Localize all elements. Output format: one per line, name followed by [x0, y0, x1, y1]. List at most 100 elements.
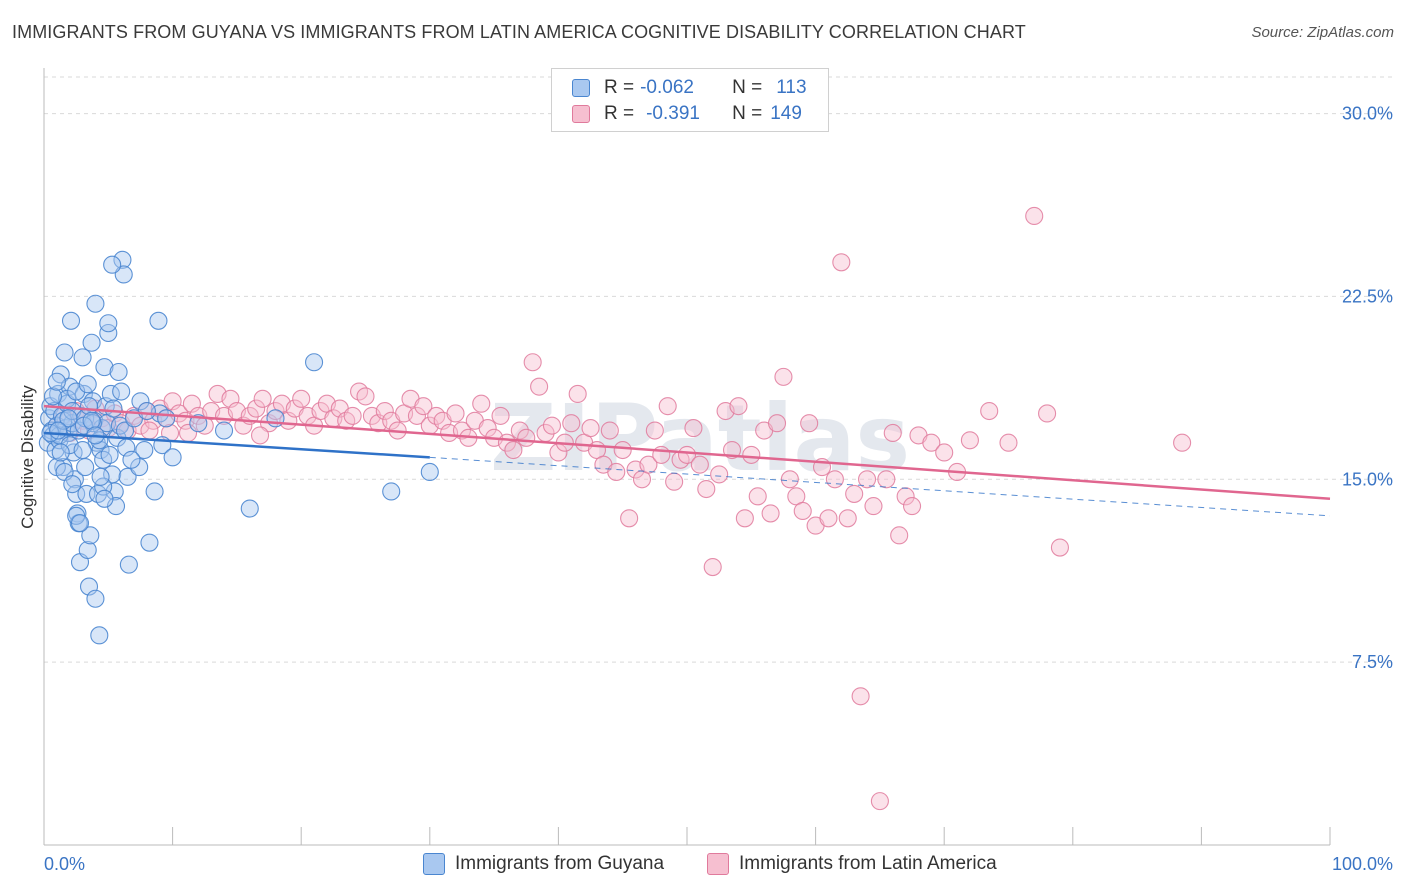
latam-point: [407, 406, 426, 425]
latam-point: [620, 509, 639, 528]
guyana-point: [63, 475, 82, 494]
guyana-point: [135, 440, 154, 460]
latam-point: [1025, 206, 1044, 226]
latam-point: [658, 397, 677, 416]
guyana-point: [95, 489, 114, 508]
source-credit: Source: ZipAtlas.com: [1251, 24, 1394, 41]
y-tick-label: 15.0%: [1342, 469, 1393, 489]
latam-point: [1038, 404, 1057, 423]
latam-point: [697, 479, 716, 499]
latam-point: [523, 353, 542, 372]
latam-point: [530, 377, 549, 396]
latam-point: [883, 423, 902, 443]
latam-point: [665, 472, 684, 491]
guyana-point: [82, 333, 101, 352]
latam-point: [748, 487, 767, 506]
latam-point: [742, 445, 761, 464]
latam-point: [710, 465, 729, 484]
guyana-point: [47, 372, 66, 391]
guyana-point: [99, 314, 118, 333]
guyana-point: [105, 482, 124, 501]
latam-point: [999, 433, 1018, 452]
axes: [43, 68, 1331, 846]
latam-point: [253, 389, 272, 408]
latam-trend-line: [43, 404, 1331, 501]
latam-point: [645, 421, 664, 440]
latam-point: [851, 687, 870, 706]
latam-point: [375, 401, 394, 421]
latam-point: [478, 419, 497, 438]
guyana-point: [104, 399, 123, 418]
latam-point: [735, 509, 754, 528]
latam-point: [845, 484, 864, 503]
guyana-point: [157, 409, 176, 428]
latam-point: [568, 384, 587, 404]
guyana-trend-line: [43, 431, 430, 459]
latam-point: [504, 440, 523, 460]
latam-point: [960, 431, 979, 450]
latam-point: [356, 387, 375, 406]
y-tick-label: 30.0%: [1342, 104, 1393, 124]
guyana-point: [140, 533, 159, 552]
latam-point: [446, 404, 465, 423]
chart-title: IMMIGRANTS FROM GUYANA VS IMMIGRANTS FRO…: [12, 22, 1026, 42]
guyana-point: [61, 311, 81, 330]
latam-point: [793, 501, 812, 521]
latam-point: [607, 462, 626, 482]
latam-point: [517, 428, 536, 447]
guyana-point: [110, 416, 129, 435]
latam-swatch: [572, 105, 590, 123]
latam-point: [1050, 538, 1069, 557]
legend-label: Immigrants from Latin America: [739, 853, 997, 874]
latam-point: [639, 455, 658, 474]
latam-point: [902, 497, 922, 516]
guyana-point: [145, 482, 164, 501]
latam-point: [761, 504, 780, 523]
latam-point: [1173, 433, 1192, 452]
guyana-point: [113, 250, 132, 269]
latam-point: [877, 470, 896, 489]
y-axis-label: Cognitive Disability: [18, 385, 37, 529]
latam-point: [922, 433, 941, 452]
latam-point: [890, 526, 909, 545]
guyana-point: [78, 540, 97, 560]
guyana-point: [119, 555, 138, 574]
x-tick-label: 0.0%: [44, 854, 85, 874]
guyana-point: [59, 409, 78, 428]
y-tick-label: 22.5%: [1342, 286, 1393, 306]
guyana-point: [73, 440, 92, 460]
guyana-point: [114, 265, 133, 284]
latam-point: [510, 421, 529, 440]
legend-label: Immigrants from Guyana: [455, 853, 665, 874]
latam-point: [800, 414, 819, 433]
r-label: R =: [604, 77, 635, 98]
latam-point: [613, 440, 632, 460]
r-value: -0.391: [646, 103, 700, 124]
guyana-point: [81, 526, 100, 545]
guyana-swatch: [423, 853, 445, 875]
guyana-point: [130, 458, 149, 477]
guyana-trend-extension: [429, 456, 1331, 517]
n-value: 113: [776, 77, 807, 98]
guyana-point: [122, 450, 141, 469]
latam-point: [343, 406, 362, 425]
latam-series: [47, 206, 1192, 811]
guyana-point: [51, 443, 70, 462]
guyana-point: [70, 514, 90, 533]
guyana-point: [67, 382, 86, 401]
guyana-point: [73, 348, 92, 367]
latam-point: [250, 426, 270, 445]
guyana-point: [137, 401, 156, 421]
latam-point: [935, 443, 954, 462]
latam-point: [542, 416, 562, 435]
guyana-point: [67, 484, 86, 503]
guyana-series: [38, 250, 439, 645]
legend-item-latam: Immigrants from Latin America: [707, 851, 997, 877]
latam-point: [857, 470, 877, 489]
n-value: 149: [770, 103, 802, 124]
guyana-point: [163, 448, 182, 467]
guyana-swatch: [572, 79, 590, 97]
latam-point: [703, 558, 722, 577]
guyana-point: [109, 362, 128, 382]
guyana-point: [382, 482, 401, 501]
